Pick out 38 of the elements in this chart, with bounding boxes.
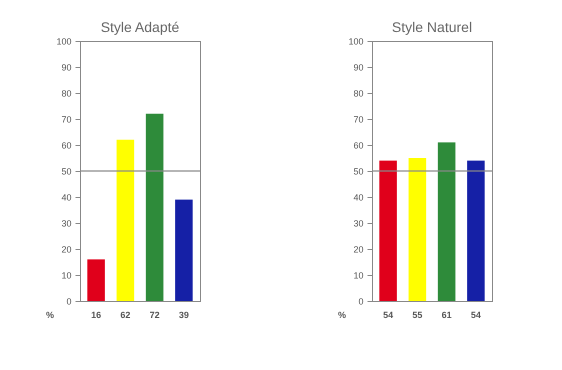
y-tick-label: 90: [61, 62, 72, 72]
data-label: 39: [178, 310, 189, 320]
y-tick-label: 60: [353, 140, 364, 150]
y-tick-label: 0: [358, 296, 364, 306]
y-tick-label: 70: [61, 114, 72, 124]
y-tick-label: 40: [61, 192, 72, 202]
data-label: 55: [412, 310, 422, 320]
y-tick-label: 10: [353, 270, 364, 280]
text: %: [46, 310, 54, 320]
y-tick-label: 80: [61, 88, 72, 98]
data-label: 72: [150, 310, 160, 320]
bar: [175, 200, 193, 301]
chart-title: Style Adapté: [100, 19, 180, 35]
chart-title: Style Naturel: [392, 19, 472, 35]
text: %: [338, 310, 346, 320]
y-tick-label: 60: [61, 140, 72, 150]
data-label: 54: [383, 310, 394, 320]
y-tick-label: 90: [353, 62, 364, 72]
y-tick-label: 20: [353, 244, 364, 254]
y-tick-label: 80: [353, 88, 364, 98]
y-tick-label: 70: [353, 114, 364, 124]
y-tick-label: 10: [61, 270, 72, 280]
y-tick-label: 100: [348, 36, 364, 46]
data-label: 16: [91, 310, 102, 320]
data-label: 54: [470, 310, 481, 320]
bar: [87, 259, 105, 301]
y-tick-label: 30: [353, 218, 364, 228]
y-tick-label: 40: [353, 192, 364, 202]
y-tick-label: 50: [353, 166, 364, 176]
y-tick-label: 50: [61, 166, 72, 176]
bar: [146, 114, 164, 301]
y-tick-label: 20: [61, 244, 72, 254]
y-tick-label: 0: [66, 296, 72, 306]
data-label: 61: [442, 310, 452, 320]
y-tick-label: 100: [56, 36, 72, 46]
bar: [116, 140, 134, 301]
y-tick-label: 30: [61, 218, 72, 228]
data-label: 62: [120, 310, 130, 320]
